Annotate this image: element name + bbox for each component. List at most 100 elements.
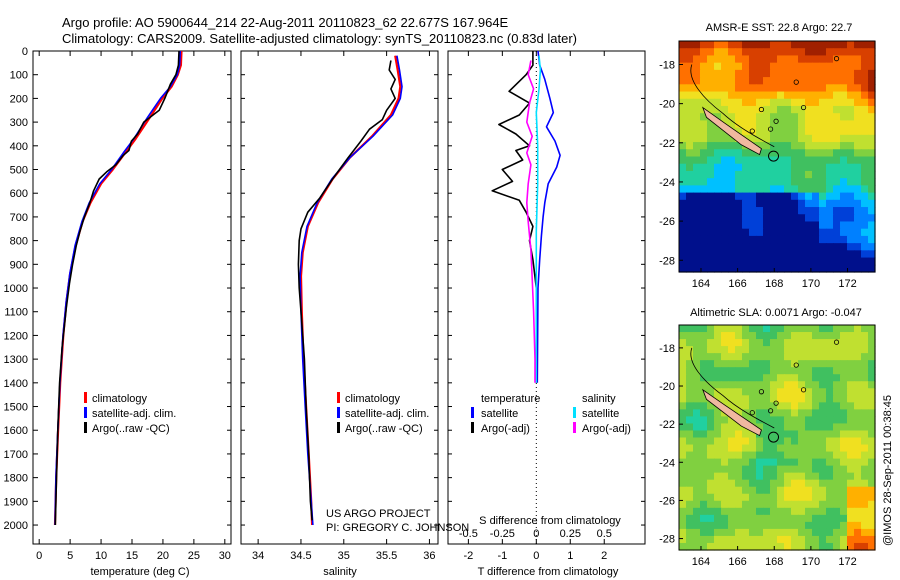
map-cell (833, 374, 841, 382)
map-cell (798, 409, 806, 418)
legend-swatch-climatology (84, 392, 87, 403)
map-cell (812, 479, 820, 488)
map-cell (679, 444, 687, 453)
map-cell (854, 156, 862, 165)
map-cell (735, 142, 743, 150)
map-cell (798, 69, 806, 78)
map-cell (861, 486, 869, 495)
map-cell (861, 423, 869, 432)
map-cell (798, 113, 806, 122)
map-cell (812, 465, 820, 474)
map-cell (798, 207, 806, 215)
map-cell (728, 346, 736, 354)
map-cell (770, 243, 778, 251)
map-cell (791, 98, 799, 107)
map-cell (686, 528, 694, 537)
map-cell (833, 514, 841, 523)
map-cell (714, 163, 722, 172)
map-cell (805, 98, 813, 107)
map-cell (777, 479, 785, 488)
map-cell (700, 69, 708, 78)
map-cell (728, 113, 736, 122)
map-cell (763, 156, 771, 165)
map-cell (693, 451, 701, 460)
map-cell (728, 185, 736, 194)
map-cell (868, 528, 876, 537)
map-cell (763, 105, 771, 114)
map-cell (847, 472, 855, 481)
map-cell (728, 367, 736, 375)
map-cell (784, 257, 792, 266)
map-cell (847, 325, 855, 333)
map-cell (868, 120, 876, 129)
map-cell (735, 479, 743, 488)
map-cell (763, 388, 771, 396)
map-cell (749, 55, 757, 64)
map-cell (749, 41, 757, 49)
series-line-s-argo-adj- (526, 60, 536, 383)
map-cell (742, 493, 750, 502)
map-cell (749, 105, 757, 114)
map-cell (714, 91, 722, 100)
x-tick-label: 15 (126, 550, 138, 562)
map-cell (707, 528, 715, 537)
map-cell (777, 156, 785, 165)
map-cell (770, 507, 778, 516)
map-cell (728, 192, 736, 201)
map-cell (770, 62, 778, 71)
map-cell (861, 221, 869, 230)
map-cell (693, 264, 701, 273)
map-cell (805, 402, 813, 410)
map-cell (819, 257, 827, 266)
map-cell (791, 120, 799, 129)
map-cell (833, 437, 841, 446)
map-cell (847, 221, 855, 230)
map-cell (686, 500, 694, 509)
map-cell (700, 486, 708, 495)
legend-swatch-argo (337, 422, 340, 433)
map-cell (805, 77, 813, 85)
map-cell (735, 185, 743, 194)
legend-swatch-climatology (337, 392, 340, 403)
map-cell (798, 142, 806, 150)
land-mass (701, 388, 762, 437)
map-cell (840, 395, 848, 403)
map-cell (777, 409, 785, 418)
map-cell (707, 69, 715, 78)
map-cell (854, 409, 862, 418)
map-cell (693, 458, 701, 467)
map-cell (798, 430, 806, 439)
map-cell (868, 235, 876, 244)
map-cell (707, 156, 715, 165)
map-cell (763, 48, 771, 57)
map-cell (819, 486, 827, 495)
map-cell (728, 84, 736, 93)
map-cell (763, 199, 771, 208)
map-cell (847, 214, 855, 223)
map-cell (826, 542, 834, 551)
map-cell (812, 521, 820, 530)
map-cell (735, 381, 743, 389)
map-cell (826, 381, 834, 389)
map-cell (679, 48, 687, 57)
map-cell (742, 55, 750, 64)
map-cell (805, 199, 813, 208)
map-cell (805, 416, 813, 425)
map-cell (714, 84, 722, 93)
map-cell (693, 134, 701, 143)
map-cell (784, 98, 792, 107)
map-cell (819, 55, 827, 64)
map-cell (784, 149, 792, 158)
map-cell (812, 156, 820, 165)
map-cell (679, 84, 687, 93)
map-cell (770, 500, 778, 509)
x-tick-label: 34 (252, 550, 264, 562)
map-cell (686, 346, 694, 354)
map-cell (686, 48, 694, 57)
map-cell (777, 360, 785, 368)
map-cell (854, 105, 862, 114)
map-y-tick-label: -22 (659, 419, 675, 431)
map-cell (805, 170, 813, 179)
map-cell (742, 105, 750, 114)
map-cell (693, 243, 701, 251)
